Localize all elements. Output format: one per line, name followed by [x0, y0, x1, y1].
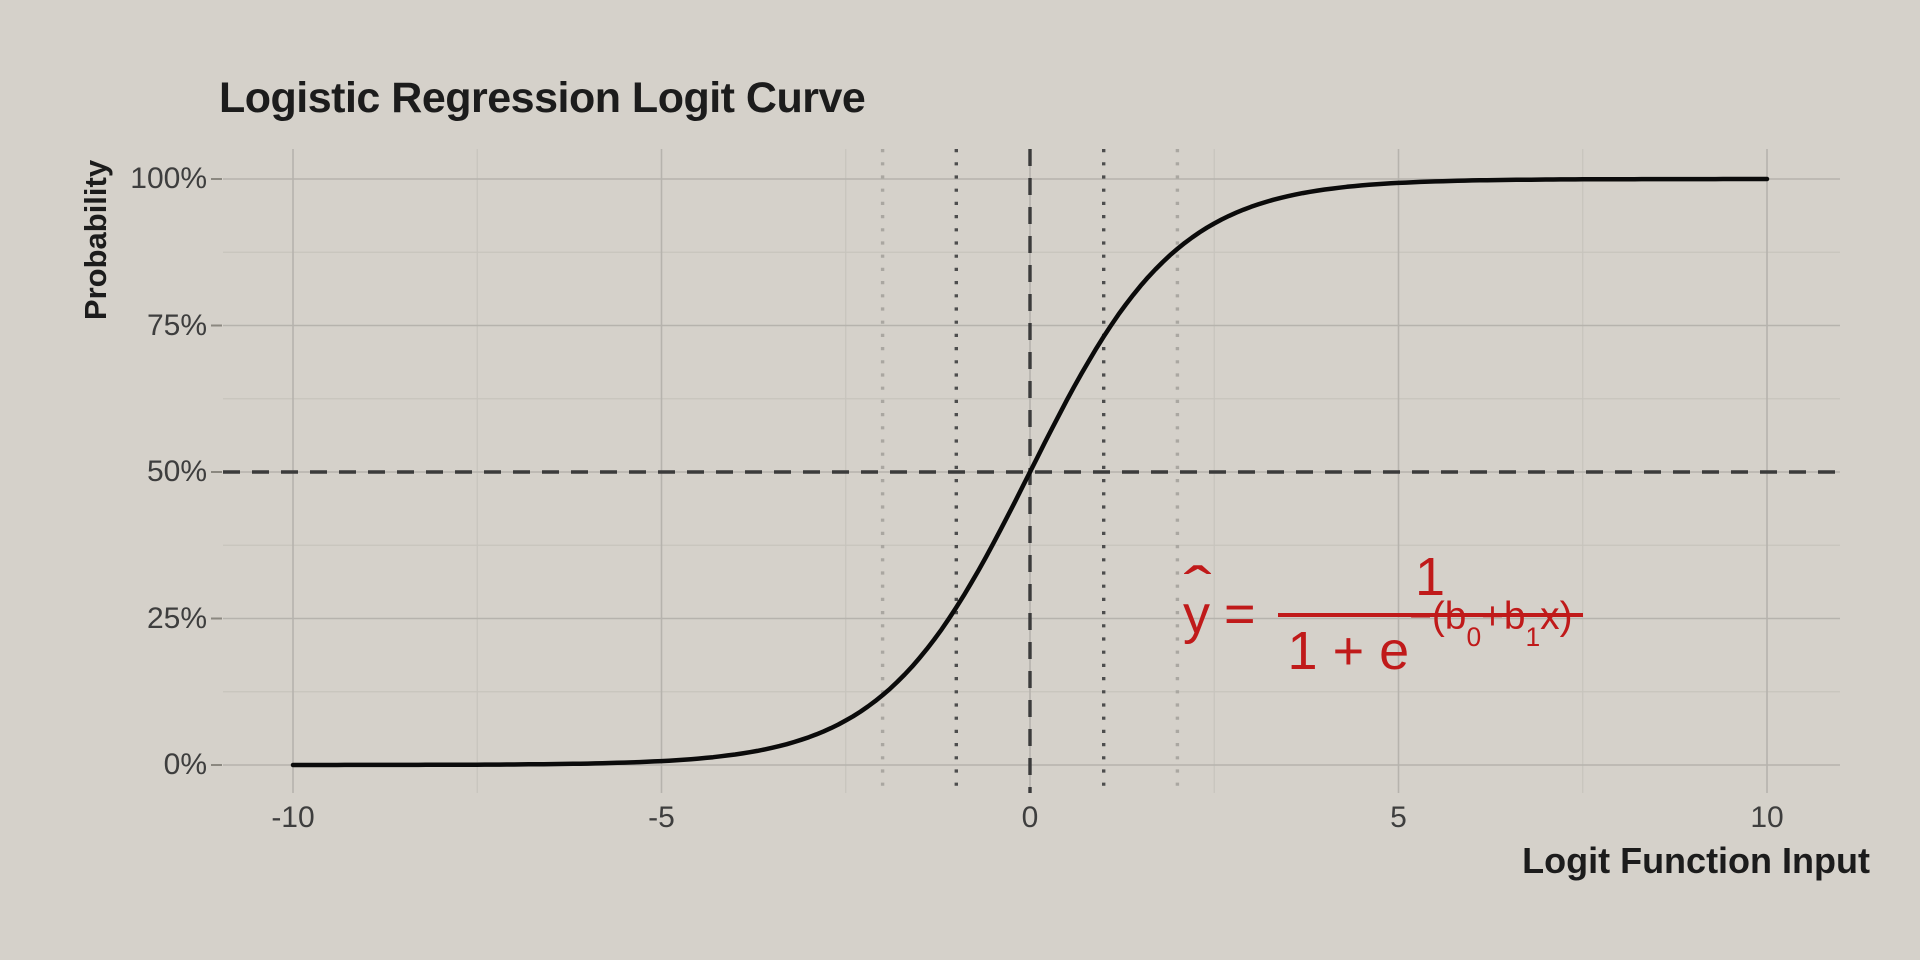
x-axis-title: Logit Function Input	[1522, 840, 1870, 881]
x-tick-label-0: 0	[1021, 801, 1039, 834]
formula-hat-icon: ˆ	[1183, 555, 1212, 625]
formula-exp-open: −(b	[1409, 595, 1467, 639]
y-tick-label-100%: 100%	[130, 162, 207, 195]
formula-exp-sub0: 0	[1466, 621, 1482, 652]
formula-equals: =	[1224, 583, 1256, 644]
formula-fraction: 1 1 + e−(b0+b1x)	[1277, 547, 1583, 681]
formula-y: y	[1183, 584, 1210, 645]
formula-den-base: 1 + e	[1287, 620, 1410, 681]
formula-exponent: −(b0+b1x)	[1409, 595, 1573, 650]
y-tick-label-50%: 50%	[146, 455, 207, 488]
formula-exp-sub1: 1	[1525, 621, 1541, 652]
x-tick-label--5: -5	[648, 801, 675, 834]
sigmoid-curve	[290, 176, 1770, 768]
y-tick-label-0%: 0%	[163, 748, 207, 781]
y-tick-label-75%: 75%	[146, 308, 207, 342]
y-tick-label-25%: 25%	[146, 601, 207, 635]
formula-numerator: 1	[1415, 547, 1446, 607]
x-tick-label--10: -10	[271, 801, 315, 834]
chart-title: Logistic Regression Logit Curve	[219, 74, 866, 122]
formula-exp-mid: +b	[1481, 595, 1526, 639]
x-tick-label-10: 10	[1750, 801, 1784, 834]
formula-exp-close: x)	[1540, 595, 1573, 639]
formula-denominator: 1 + e−(b0+b1x)	[1277, 598, 1583, 681]
x-tick-label-5: 5	[1390, 801, 1407, 834]
